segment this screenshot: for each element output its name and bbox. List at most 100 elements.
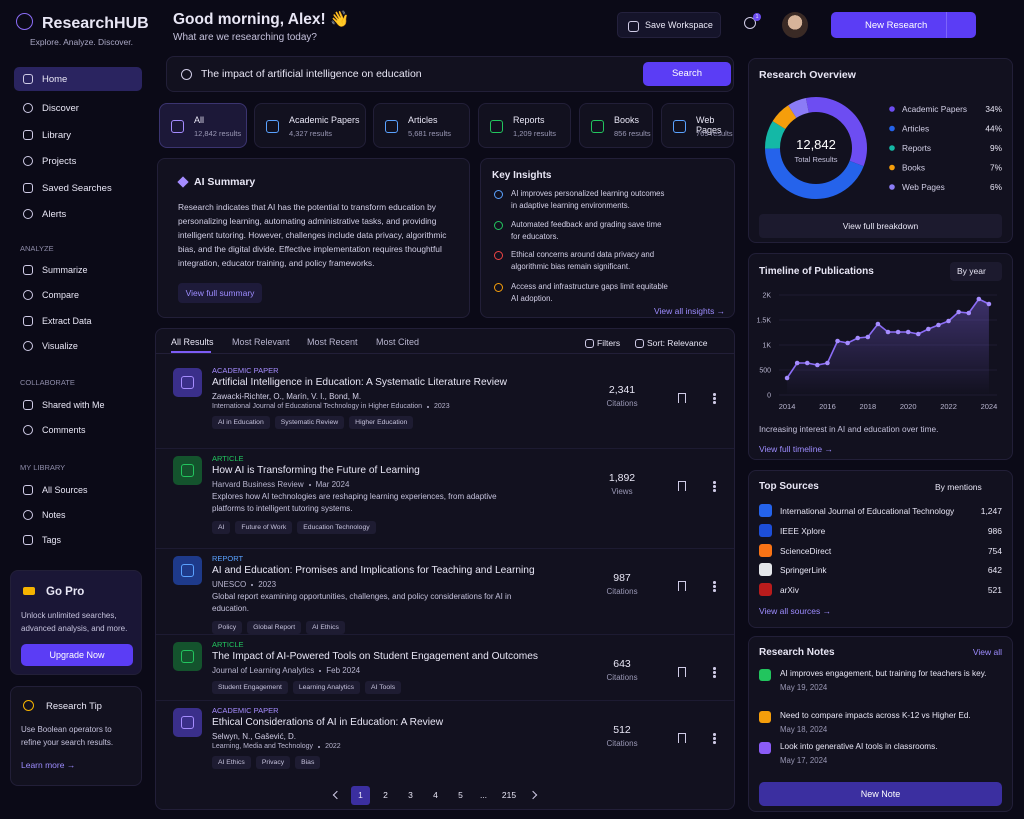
- nav-item[interactable]: Library: [14, 123, 142, 147]
- result-item[interactable]: REPORT AI and Education: Promises and Imp…: [156, 551, 734, 635]
- sources-link[interactable]: View all sources →: [759, 606, 832, 616]
- tag[interactable]: Bias: [295, 756, 321, 769]
- tag[interactable]: AI Ethics: [306, 621, 345, 634]
- source-name[interactable]: ScienceDirect: [780, 546, 832, 556]
- tag[interactable]: Student Engagement: [212, 681, 288, 694]
- result-meta: Harvard Business Review Mar 2024: [212, 480, 582, 489]
- nav-item[interactable]: Tags: [14, 528, 142, 552]
- overview-link[interactable]: View full breakdown: [759, 214, 1002, 238]
- more-menu[interactable]: [713, 481, 716, 492]
- more-menu[interactable]: [713, 393, 716, 404]
- point: [865, 334, 871, 340]
- tag[interactable]: Privacy: [255, 756, 291, 769]
- source-name[interactable]: International Journal of Educational Tec…: [780, 506, 955, 516]
- source-logo: [759, 563, 772, 576]
- tag[interactable]: Higher Education: [349, 416, 414, 429]
- result-tags: Student Engagement Learning Analytics AI T…: [212, 681, 582, 694]
- page-button[interactable]: 4: [433, 790, 438, 800]
- tag[interactable]: Systematic Review: [274, 416, 345, 429]
- page-button[interactable]: 2: [383, 790, 388, 800]
- result-item[interactable]: ARTICLE The Impact of AI-Powered Tools on…: [156, 637, 734, 701]
- nav-item[interactable]: Comments: [14, 418, 142, 442]
- tag[interactable]: Education Technology: [297, 521, 376, 534]
- nav-item[interactable]: Alerts: [14, 202, 142, 226]
- source-name[interactable]: SpringerLink: [780, 565, 827, 575]
- nav-item[interactable]: All Sources: [14, 478, 142, 502]
- tag[interactable]: AI in Education: [212, 416, 270, 429]
- source-logo: [759, 544, 772, 557]
- nav-item[interactable]: Extract Data: [14, 309, 142, 333]
- source-name[interactable]: IEEE Xplore: [780, 526, 826, 536]
- nav-item[interactable]: Discover: [14, 96, 142, 120]
- nav-item[interactable]: Home: [14, 67, 142, 91]
- icon: [23, 700, 34, 711]
- more-menu[interactable]: [713, 581, 716, 592]
- upgrade-button[interactable]: Upgrade Now: [21, 644, 133, 666]
- nav-item[interactable]: Compare: [14, 283, 142, 307]
- timeline-link[interactable]: View full timeline →: [759, 444, 834, 454]
- new-research-button[interactable]: New Research: [831, 12, 976, 38]
- sources-control[interactable]: By mentions: [935, 482, 982, 492]
- source-count: 754: [987, 546, 1002, 556]
- insights-link[interactable]: View all insights →: [654, 306, 726, 316]
- tag[interactable]: AI Ethics: [212, 756, 251, 769]
- bookmark[interactable]: [678, 393, 686, 403]
- tag[interactable]: AI Tools: [365, 681, 402, 694]
- result-item[interactable]: ARTICLE How AI is Transforming the Future…: [156, 451, 734, 549]
- filter-chip[interactable]: All 12,842 results: [159, 103, 247, 148]
- bookmark[interactable]: [678, 581, 686, 591]
- search-bar[interactable]: The impact of artificial intelligence on…: [166, 56, 734, 92]
- timeline-control[interactable]: By year: [950, 262, 1002, 281]
- bookmark[interactable]: [678, 481, 686, 491]
- result-item[interactable]: ACADEMIC PAPER Artificial Intelligence in…: [156, 363, 734, 449]
- nav-item[interactable]: Shared with Me: [14, 393, 142, 417]
- prev-page[interactable]: [332, 790, 342, 800]
- nav-item[interactable]: Saved Searches: [14, 176, 142, 200]
- nav-item[interactable]: Notes: [14, 503, 142, 527]
- filter-chip[interactable]: Articles 5,681 results: [373, 103, 470, 148]
- result-tab[interactable]: Most Cited: [376, 337, 420, 347]
- filters-button[interactable]: Filters: [597, 338, 621, 348]
- tag[interactable]: Policy: [212, 621, 243, 634]
- search-button[interactable]: Search: [643, 62, 731, 86]
- sort-button[interactable]: Sort: Relevance: [647, 338, 708, 348]
- bookmark[interactable]: [678, 733, 686, 743]
- result-tab[interactable]: Most Relevant: [232, 337, 290, 347]
- filter-chip[interactable]: Reports 1,209 results: [478, 103, 571, 148]
- tag[interactable]: Learning Analytics: [292, 681, 361, 694]
- filter-chip[interactable]: Web Pages 769 results: [661, 103, 734, 148]
- tag[interactable]: Global Report: [247, 621, 302, 634]
- nav-item[interactable]: Summarize: [14, 258, 142, 282]
- avatar[interactable]: [782, 12, 808, 38]
- timeline-caption: Increasing interest in AI and education …: [759, 424, 939, 434]
- result-metric: Citations: [606, 673, 638, 682]
- result-tab[interactable]: All Results: [171, 337, 214, 347]
- new-note-button[interactable]: New Note: [759, 782, 1002, 806]
- tip-link[interactable]: Learn more →: [21, 760, 76, 770]
- nav-label: Saved Searches: [42, 183, 112, 194]
- icon[interactable]: [744, 17, 756, 29]
- page-button[interactable]: 215: [501, 790, 517, 800]
- filter-chip[interactable]: Books 856 results: [579, 103, 653, 148]
- more-menu[interactable]: [713, 733, 716, 744]
- nav-item[interactable]: Projects: [14, 149, 142, 173]
- next-page[interactable]: [528, 790, 538, 800]
- page-button[interactable]: 1: [351, 786, 370, 805]
- summary-link[interactable]: View full summary: [178, 283, 262, 303]
- source-name[interactable]: arXiv: [780, 585, 799, 595]
- page-button[interactable]: 5: [458, 790, 463, 800]
- tag[interactable]: AI: [212, 521, 231, 534]
- bookmark[interactable]: [678, 667, 686, 677]
- notes-view-all[interactable]: View all: [972, 647, 1002, 657]
- result-metric: Views: [611, 487, 633, 496]
- result-body: ACADEMIC PAPER Artificial Intelligence in…: [212, 366, 582, 429]
- result-tab[interactable]: Most Recent: [307, 337, 358, 347]
- page-button[interactable]: 3: [408, 790, 413, 800]
- filter-chip[interactable]: Academic Papers 4,327 results: [254, 103, 366, 148]
- nav-item[interactable]: Visualize: [14, 334, 142, 358]
- separator: [319, 669, 322, 672]
- save-workspace[interactable]: Save Workspace: [617, 12, 721, 38]
- tag[interactable]: Future of Work: [235, 521, 293, 534]
- result-item[interactable]: ACADEMIC PAPER Ethical Considerations of …: [156, 703, 734, 777]
- more-menu[interactable]: [713, 667, 716, 678]
